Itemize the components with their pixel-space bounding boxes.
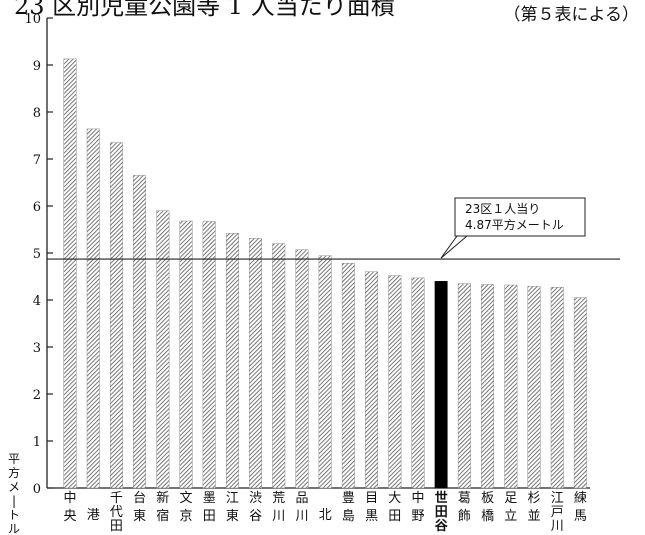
y-tick-label: 7 [33, 153, 41, 168]
bar-渋谷 [249, 238, 263, 489]
category-label-世田谷: 田 [435, 505, 448, 520]
bar-大田 [388, 275, 402, 489]
bar-北 [318, 255, 332, 489]
y-tick-label: 2 [33, 388, 41, 403]
category-label-中央: 央 [63, 509, 76, 524]
category-label-豊島: 豊 [342, 491, 355, 506]
y-axis-label-char: 方 [8, 465, 20, 480]
bar-文京 [179, 220, 193, 489]
chart-header-text: 23 区別児童公園等 1 人当たり面積 [14, 0, 395, 20]
category-label-杉並: 杉 [527, 491, 540, 506]
reference-label-line1: 23区１人当り [465, 202, 540, 216]
category-label-北: 北 [319, 508, 332, 523]
y-tick-label: 9 [33, 59, 41, 74]
category-label-渋谷: 渋 [249, 491, 262, 506]
category-label-杉並: 並 [527, 509, 540, 524]
y-tick-label: 4 [33, 294, 41, 309]
category-label-豊島: 島 [342, 509, 355, 524]
bar-中央 [63, 58, 77, 489]
reference-label-line2: 4.87平方メートル [465, 217, 564, 232]
category-label-葛飾: 葛 [458, 491, 471, 506]
y-axis-label-char: ト [8, 508, 20, 522]
y-axis-label-char: ル [8, 522, 20, 535]
category-label-足立: 足 [504, 491, 517, 506]
bar-杉並 [527, 286, 541, 489]
category-label-江戸川: 江 [551, 491, 564, 506]
category-label-江東: 東 [226, 508, 239, 524]
category-label-足立: 立 [504, 509, 517, 524]
bar-練馬 [573, 297, 587, 489]
category-label-板橋: 橋 [481, 509, 494, 524]
y-tick-label: 5 [33, 247, 41, 262]
category-label-墨田: 田 [203, 509, 216, 524]
y-tick-label: 10 [24, 12, 41, 27]
bar-足立 [504, 284, 518, 489]
bar-世田谷 [434, 281, 448, 489]
bar-葛飾 [457, 283, 471, 489]
category-label-千代田: 代 [110, 505, 123, 520]
category-label-墨田: 墨 [203, 491, 216, 506]
category-label-練馬: 馬 [574, 509, 587, 524]
category-label-荒川: 川 [272, 509, 285, 524]
category-label-渋谷: 谷 [249, 509, 262, 524]
bar-墨田 [202, 221, 216, 489]
category-label-葛飾: 飾 [458, 509, 471, 524]
bar-目黒 [365, 271, 378, 489]
category-label-文京: 文 [179, 491, 192, 506]
reference-label-pointer [440, 235, 468, 259]
category-label-中野: 野 [411, 509, 424, 524]
category-label-千代田: 田 [110, 519, 123, 534]
bar-新宿 [156, 210, 170, 489]
category-label-新宿: 宿 [156, 508, 169, 524]
category-label-品川: 品 [295, 491, 308, 506]
bar-豊島 [341, 263, 355, 489]
category-label-中央: 中 [63, 491, 76, 506]
bar-layer [63, 58, 587, 489]
bar-荒川 [272, 243, 286, 489]
category-label-港: 港 [87, 508, 100, 523]
source-note: （第５表による） [503, 5, 640, 25]
category-label-江戸川: 川 [551, 519, 564, 534]
bar-台東 [133, 175, 147, 489]
bar-板橋 [481, 284, 494, 489]
bar-品川 [295, 249, 309, 489]
category-label-目黒: 黒 [365, 509, 378, 524]
bar-千代田 [109, 142, 123, 489]
y-tick-label: 6 [33, 200, 41, 215]
y-axis-label-char: 平 [8, 452, 20, 466]
category-label-中野: 中 [411, 491, 424, 506]
bar-江戸川 [550, 287, 564, 489]
bar-江東 [225, 233, 239, 489]
category-label-新宿: 新 [156, 490, 169, 506]
y-axis-label-char: | [12, 494, 16, 508]
category-label-目黒: 目 [365, 491, 378, 506]
category-label-練馬: 練 [574, 491, 587, 506]
category-label-品川: 川 [295, 509, 308, 524]
category-label-荒川: 荒 [272, 491, 285, 506]
category-label-千代田: 千 [110, 491, 123, 506]
category-label-江戸川: 戸 [551, 505, 564, 520]
category-label-板橋: 板 [481, 491, 494, 506]
category-label-大田: 田 [388, 509, 401, 524]
category-label-台東: 東 [133, 508, 146, 524]
y-axis-label-char: メ [8, 480, 20, 494]
category-label-世田谷: 世 [435, 490, 448, 506]
bar-港 [86, 128, 100, 489]
category-label-江東: 江 [226, 491, 239, 506]
category-label-大田: 大 [388, 491, 401, 506]
category-label-文京: 京 [179, 509, 192, 524]
category-label-台東: 台 [133, 491, 146, 506]
bar-中野 [411, 277, 425, 489]
category-label-世田谷: 谷 [435, 518, 449, 534]
y-tick-label: 1 [33, 435, 41, 450]
y-tick-label: 0 [33, 482, 41, 497]
reference-label-box [454, 197, 586, 237]
y-tick-label: 8 [33, 106, 41, 121]
y-tick-label: 3 [33, 341, 41, 356]
